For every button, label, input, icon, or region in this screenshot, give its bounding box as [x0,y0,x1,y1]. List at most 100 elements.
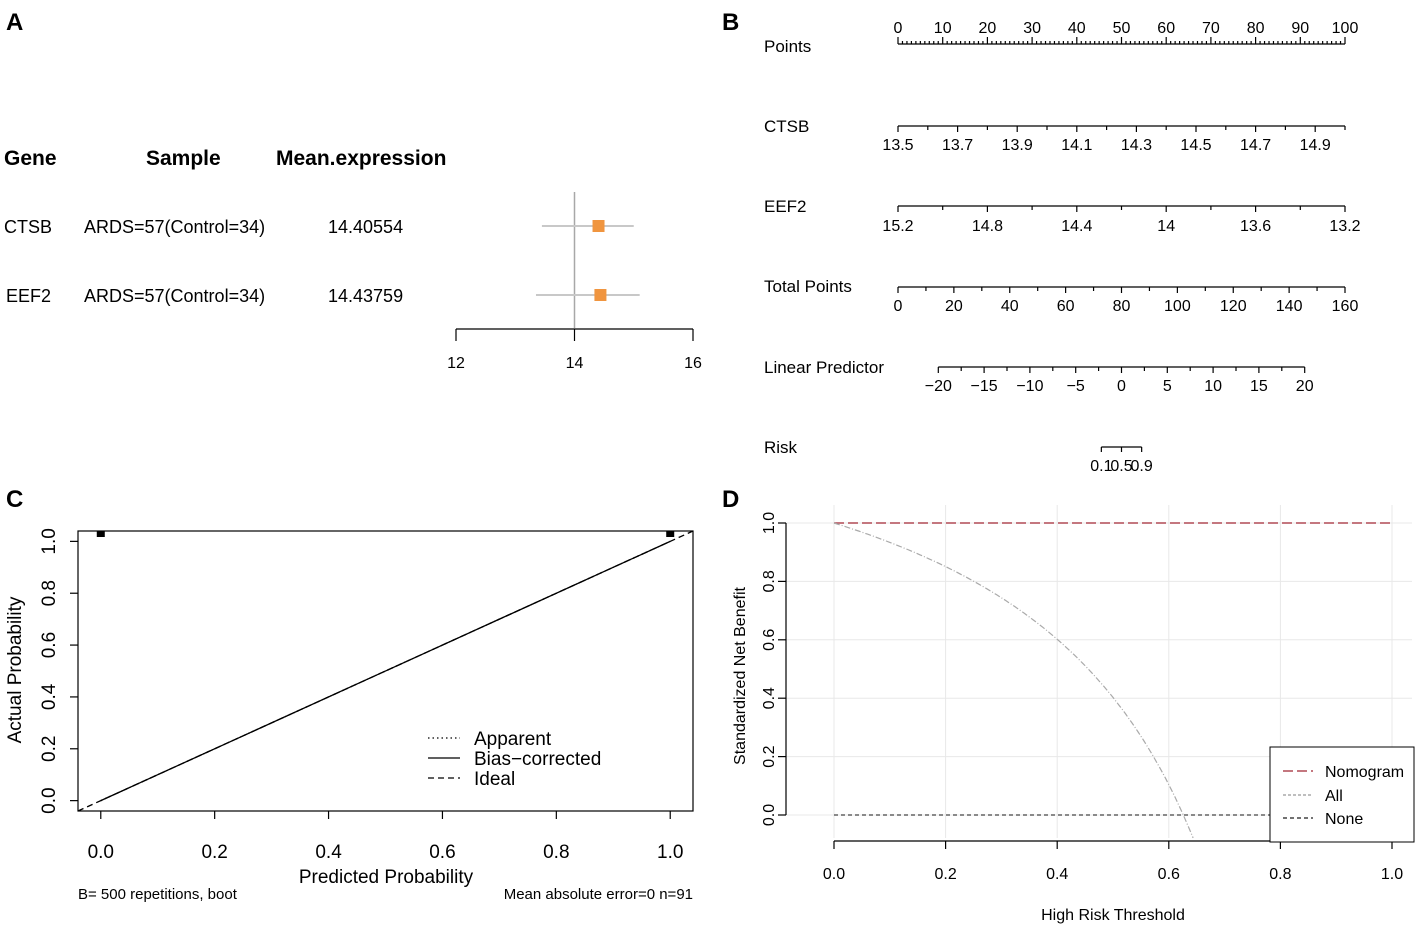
nomogram-tick-label-linear-predictor: −10 [1016,378,1043,395]
forest-x-tick-label: 12 [447,355,465,372]
nomogram-tick-label-points: 20 [979,20,997,37]
dca-y-tick-label: 0.0 [761,804,778,826]
calibration-rug-mark [96,531,105,537]
nomogram-tick-label-linear-predictor: 15 [1250,378,1268,395]
calibration-footnote-right: Mean absolute error=0 n=91 [504,886,693,903]
nomogram-tick-label-points: 40 [1068,20,1086,37]
calibration-y-tick-label: 0.4 [39,683,60,710]
dca-legend-label-none: None [1325,811,1363,828]
calibration-series-dashed [77,530,694,812]
dca-y-tick-label: 1.0 [761,512,778,534]
nomogram-tick-label-ctsb: 14.1 [1061,137,1092,154]
nomogram-tick-label-points: 50 [1113,20,1131,37]
calibration-x-tick-label: 0.2 [201,842,227,863]
nomogram-tick-label-eef2: 14.4 [1061,218,1092,235]
forest-sample-ctsb: ARDS=57(Control=34) [84,217,265,237]
dca-x-tick-label: 1.0 [1381,866,1403,883]
nomogram-tick-label-linear-predictor: −15 [971,378,998,395]
panel-label-d: D [722,486,739,513]
nomogram-tick-label-points: 100 [1332,20,1359,37]
forest-point-eef2 [594,289,607,301]
nomogram-tick-label-eef2: 13.2 [1329,218,1360,235]
nomogram-tick-label-ctsb: 14.9 [1300,137,1331,154]
calibration-y-tick-label: 0.8 [39,580,60,606]
dca-y-tick-label: 0.6 [761,629,778,651]
forest-gene-eef2: EEF2 [6,286,51,306]
dca-x-label: High Risk Threshold [1041,907,1185,924]
nomogram-tick-label-total-points: 100 [1164,298,1191,315]
nomogram-tick-label-ctsb: 13.5 [882,137,913,154]
nomogram-tick-label-total-points: 80 [1113,298,1131,315]
calibration-x-tick-label: 0.0 [88,842,114,863]
calibration-x-tick-label: 0.6 [429,842,455,863]
nomogram-tick-label-points: 80 [1247,20,1265,37]
nomogram-tick-label-ctsb: 13.9 [1002,137,1033,154]
nomogram-label-total-points: Total Points [764,277,852,296]
calibration-x-label: Predicted Probability [299,867,474,888]
calibration-rug-mark [666,531,675,537]
nomogram-tick-label-eef2: 15.2 [882,218,913,235]
forest-plot: Gene Sample Mean.expression CTSB ARDS=57… [4,147,702,372]
nomogram-tick-label-points: 70 [1202,20,1220,37]
dca-x-tick-label: 0.6 [1158,866,1180,883]
nomogram-tick-label-points: 0 [894,20,903,37]
forest-mean-eef2: 14.43759 [328,286,403,306]
forest-header-gene: Gene [4,147,57,170]
nomogram-tick-label-risk: 0.9 [1131,458,1153,475]
dca-y-tick-label: 0.8 [761,570,778,592]
calibration-plot: Predicted Probability Actual Probability… [5,528,694,903]
forest-mean-ctsb: 14.40554 [328,217,403,237]
forest-x-tick-label: 14 [566,355,584,372]
panel-label-b: B [722,9,739,36]
panel-label-c: C [6,486,23,513]
forest-header-sample: Sample [146,147,221,170]
calibration-legend-label: Apparent [474,729,552,750]
nomogram-tick-label-ctsb: 14.5 [1180,137,1211,154]
dca-y-tick-label: 0.2 [761,745,778,767]
nomogram-tick-label-points: 90 [1291,20,1309,37]
nomogram-tick-label-eef2: 13.6 [1240,218,1271,235]
dca-x-tick-label: 0.0 [823,866,845,883]
forest-sample-eef2: ARDS=57(Control=34) [84,286,265,306]
calibration-legend-label: Bias−corrected [474,749,601,770]
nomogram-tick-label-points: 60 [1157,20,1175,37]
dca-x-tick-label: 0.4 [1046,866,1068,883]
nomogram-tick-label-linear-predictor: 5 [1163,378,1172,395]
decision-curve-plot: High Risk Threshold Standardized Net Ben… [732,505,1415,924]
nomogram-tick-label-risk: 0.1 [1090,458,1112,475]
nomogram-tick-label-total-points: 60 [1057,298,1075,315]
dca-y-label: Standardized Net Benefit [732,587,749,765]
nomogram-label-points: Points [764,37,811,56]
calibration-series-solid [100,540,671,802]
nomogram-tick-label-linear-predictor: 10 [1204,378,1222,395]
forest-x-tick-label: 16 [684,355,702,372]
nomogram-tick-label-points: 30 [1023,20,1041,37]
nomogram-label-eef2: EEF2 [764,197,807,216]
nomogram-tick-label-linear-predictor: 20 [1296,378,1314,395]
nomogram-tick-label-eef2: 14.8 [972,218,1003,235]
dca-x-tick-label: 0.8 [1269,866,1291,883]
nomogram-label-ctsb: CTSB [764,117,809,136]
nomogram-tick-label-total-points: 20 [945,298,963,315]
nomogram-tick-label-ctsb: 14.7 [1240,137,1271,154]
calibration-x-tick-label: 0.8 [543,842,569,863]
nomogram-tick-label-linear-predictor: 0 [1117,378,1126,395]
calibration-x-tick-label: 1.0 [657,842,683,863]
nomogram-tick-label-total-points: 160 [1332,298,1359,315]
nomogram-tick-label-total-points: 120 [1220,298,1247,315]
calibration-y-tick-label: 0.2 [39,736,60,762]
dca-series-all [833,522,1194,839]
forest-point-ctsb [592,220,605,232]
nomogram-tick-label-ctsb: 13.7 [942,137,973,154]
dca-legend-label-all: All [1325,788,1343,805]
nomogram-tick-label-points: 10 [934,20,952,37]
nomogram-label-linear-predictor: Linear Predictor [764,358,884,377]
nomogram-tick-label-total-points: 0 [894,298,903,315]
nomogram-tick-label-total-points: 140 [1276,298,1303,315]
calibration-y-label: Actual Probability [5,596,26,743]
nomogram-tick-label-risk: 0.5 [1110,458,1132,475]
nomogram-tick-label-linear-predictor: −5 [1067,378,1085,395]
nomogram-tick-label-ctsb: 14.3 [1121,137,1152,154]
